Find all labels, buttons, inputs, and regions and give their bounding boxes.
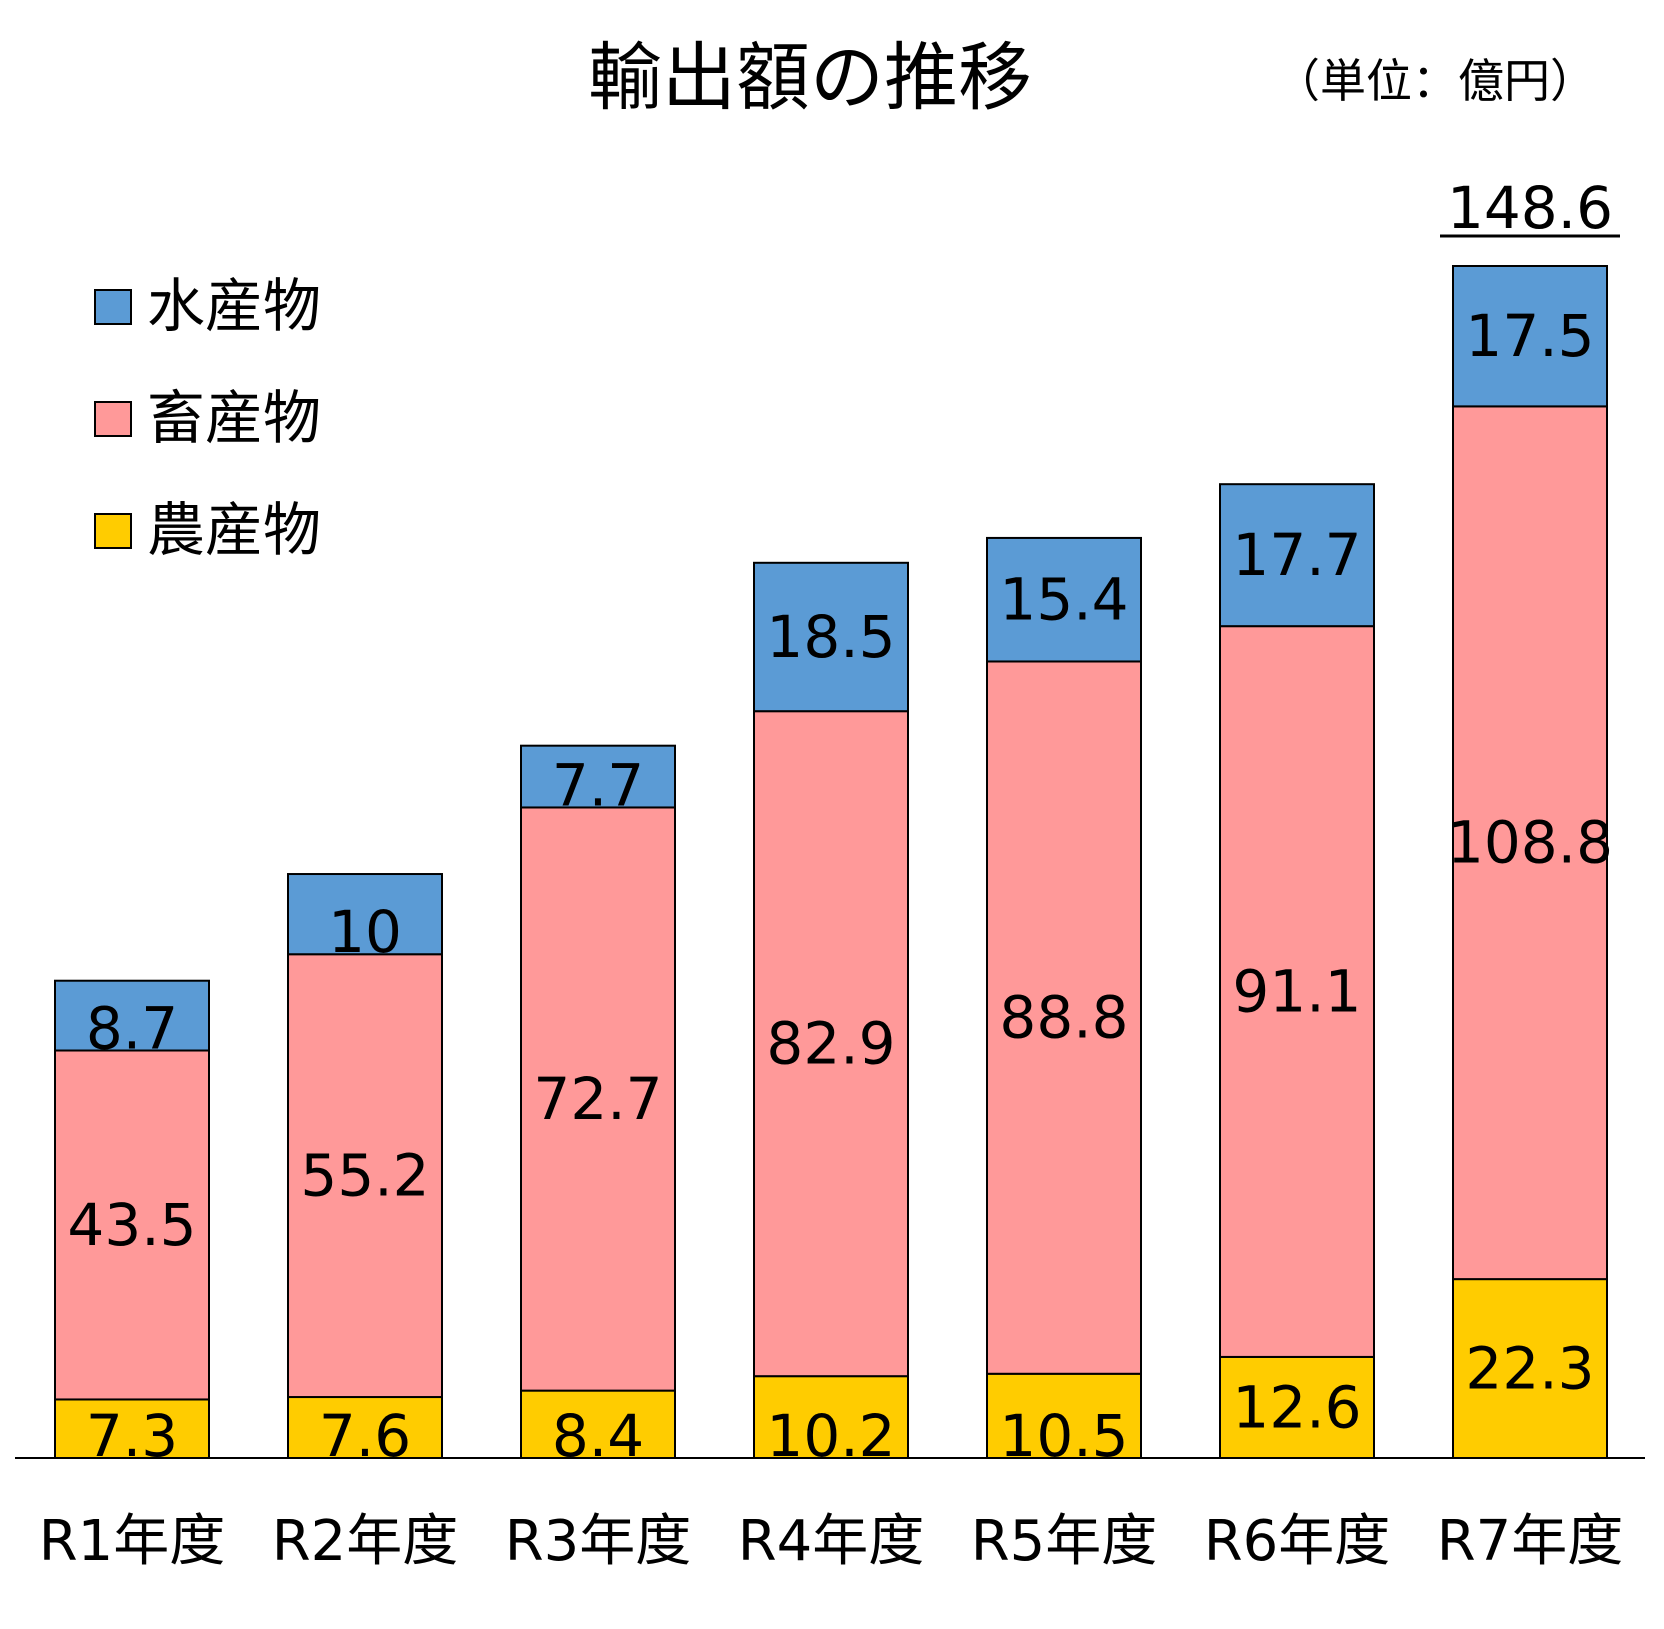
bar-segment (1219, 483, 1375, 628)
legend-swatch (94, 401, 132, 437)
data-label: 10.2 (766, 1402, 895, 1470)
bar-stack-7: 22.3 108.8 17.5 (1447, 265, 1613, 1459)
data-label: 88.8 (999, 984, 1128, 1052)
x-tick-label: R5年度 (971, 1509, 1158, 1574)
bar-segment (986, 660, 1142, 1375)
unit-note: （単位：億円） (1274, 54, 1596, 108)
data-label: 7.3 (86, 1402, 178, 1470)
bar-stack-2: 7.6 55.2 10 (287, 873, 443, 1470)
bar-segment (287, 873, 443, 956)
legend-label: 畜産物 (147, 384, 321, 452)
data-label: 43.5 (67, 1191, 196, 1259)
data-label: 7.7 (552, 751, 644, 819)
data-label: 10.5 (999, 1402, 1128, 1470)
legend-swatch (94, 289, 132, 325)
data-label: 10 (328, 898, 402, 966)
data-label: 108.8 (1447, 809, 1613, 877)
bar-segment (1219, 1355, 1375, 1460)
data-label: 15.4 (999, 566, 1128, 634)
legend-item: 畜産物 (94, 384, 321, 452)
bar-stack-3: 8.4 72.7 7.7 (520, 744, 676, 1470)
x-tick-label: R7年度 (1437, 1509, 1624, 1574)
bar-segment (1219, 625, 1375, 1358)
legend-item: 農産物 (94, 496, 321, 564)
bar-segment (287, 953, 443, 1399)
data-label: 8.4 (552, 1402, 644, 1470)
x-tick-label: R6年度 (1204, 1509, 1391, 1574)
bar-segment (520, 744, 676, 809)
x-axis-ticks: R1年度 R2年度 R3年度 R4年度 R5年度 R6年度 R7年度 (39, 1509, 1624, 1574)
bar-segment (753, 710, 909, 1378)
data-label: 22.3 (1465, 1335, 1594, 1403)
bar-segment (1452, 1278, 1608, 1459)
bar-stack-1: 7.3 43.5 8.7 (54, 979, 210, 1470)
legend-swatch (94, 513, 132, 549)
data-label: 12.6 (1232, 1373, 1361, 1441)
legend-item: 水産物 (94, 272, 321, 340)
data-label: 18.5 (766, 603, 895, 671)
bar-stack-6: 12.6 91.1 17.7 (1219, 483, 1375, 1460)
bar-segment (1452, 405, 1608, 1281)
totals: 148.6 (1440, 174, 1620, 242)
x-tick-label: R2年度 (272, 1509, 459, 1574)
chart-title: 輸出額の推移 (588, 35, 1032, 121)
bar-stack-4: 10.2 82.9 18.5 (753, 561, 909, 1470)
data-label: 17.7 (1232, 521, 1361, 589)
x-tick-label: R1年度 (39, 1509, 226, 1574)
x-tick-label: R3年度 (505, 1509, 692, 1574)
data-label: 55.2 (300, 1142, 429, 1210)
bar-segment (986, 536, 1142, 663)
bar-segment (54, 1398, 210, 1459)
bar-segment (520, 806, 676, 1392)
legend-label: 農産物 (147, 496, 321, 564)
data-label: 72.7 (533, 1065, 662, 1133)
data-label: 91.1 (1232, 958, 1361, 1026)
bar-segment (520, 1389, 676, 1460)
x-tick-label: R4年度 (738, 1509, 925, 1574)
total-label: 148.6 (1447, 174, 1613, 242)
bars: 7.3 43.5 8.7 7.6 55.2 10 8.4 72.7 7.7 10.2 82.9 18.… (54, 265, 1613, 1470)
legend-label: 水産物 (147, 272, 321, 340)
bar-segment (54, 979, 210, 1052)
bar-segment (753, 561, 909, 713)
bar-stack-5: 10.5 88.8 15.4 (986, 536, 1142, 1470)
data-label: 82.9 (766, 1010, 895, 1078)
data-label: 8.7 (86, 995, 178, 1063)
data-label: 7.6 (319, 1402, 411, 1470)
bar-segment (1452, 265, 1608, 408)
data-label: 17.5 (1465, 302, 1594, 370)
